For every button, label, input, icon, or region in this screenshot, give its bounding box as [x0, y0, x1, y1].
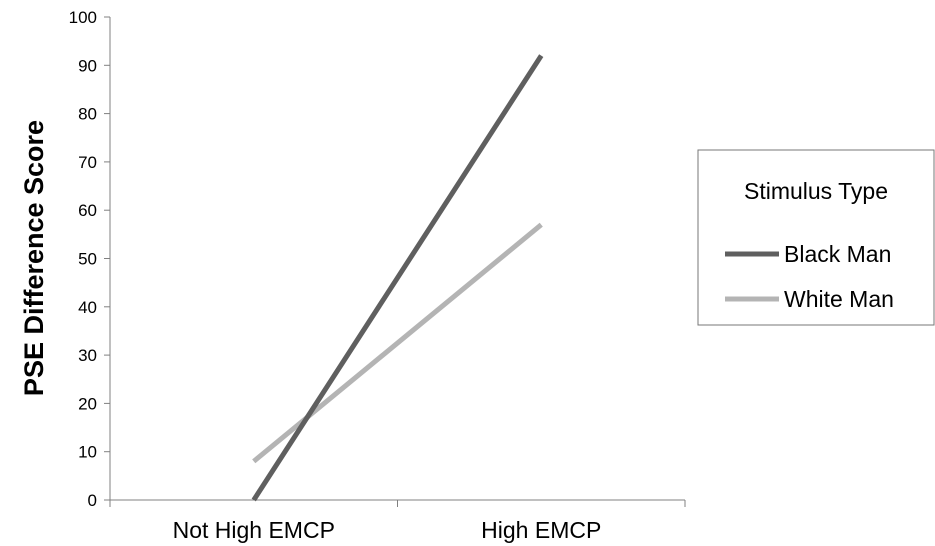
series-line-black-man	[251, 54, 544, 502]
y-tick-label: 100	[69, 8, 97, 27]
y-tick-label: 50	[78, 250, 97, 269]
legend-box	[697, 149, 935, 326]
y-tick-label: 70	[78, 153, 97, 172]
legend-title: Stimulus Type	[744, 178, 888, 204]
series-layer	[251, 54, 544, 502]
y-tick-label: 80	[78, 105, 97, 124]
y-tick-label: 30	[78, 346, 97, 365]
legend-label: Black Man	[784, 241, 891, 267]
x-axis: Not High EMCP High EMCP	[109, 499, 686, 543]
y-axis-title: PSE Difference Score	[19, 120, 49, 396]
y-tick-label: 10	[78, 443, 97, 462]
y-tick-label: 60	[78, 201, 97, 220]
x-category-label: Not High EMCP	[173, 517, 335, 543]
legend-label: White Man	[784, 286, 894, 312]
y-axis: 0 10 20 30 40 50 60 70 80 90 100	[69, 8, 111, 510]
y-tick-label: 20	[78, 394, 97, 413]
legend: Stimulus Type Black Man White Man	[697, 149, 935, 326]
y-tick-label: 90	[78, 56, 97, 75]
series-line-white-man	[252, 222, 543, 464]
y-tick-label: 0	[88, 491, 97, 510]
legend-items: Black Man White Man	[725, 241, 894, 312]
x-category-label: High EMCP	[481, 517, 601, 543]
y-tick-label: 40	[78, 298, 97, 317]
